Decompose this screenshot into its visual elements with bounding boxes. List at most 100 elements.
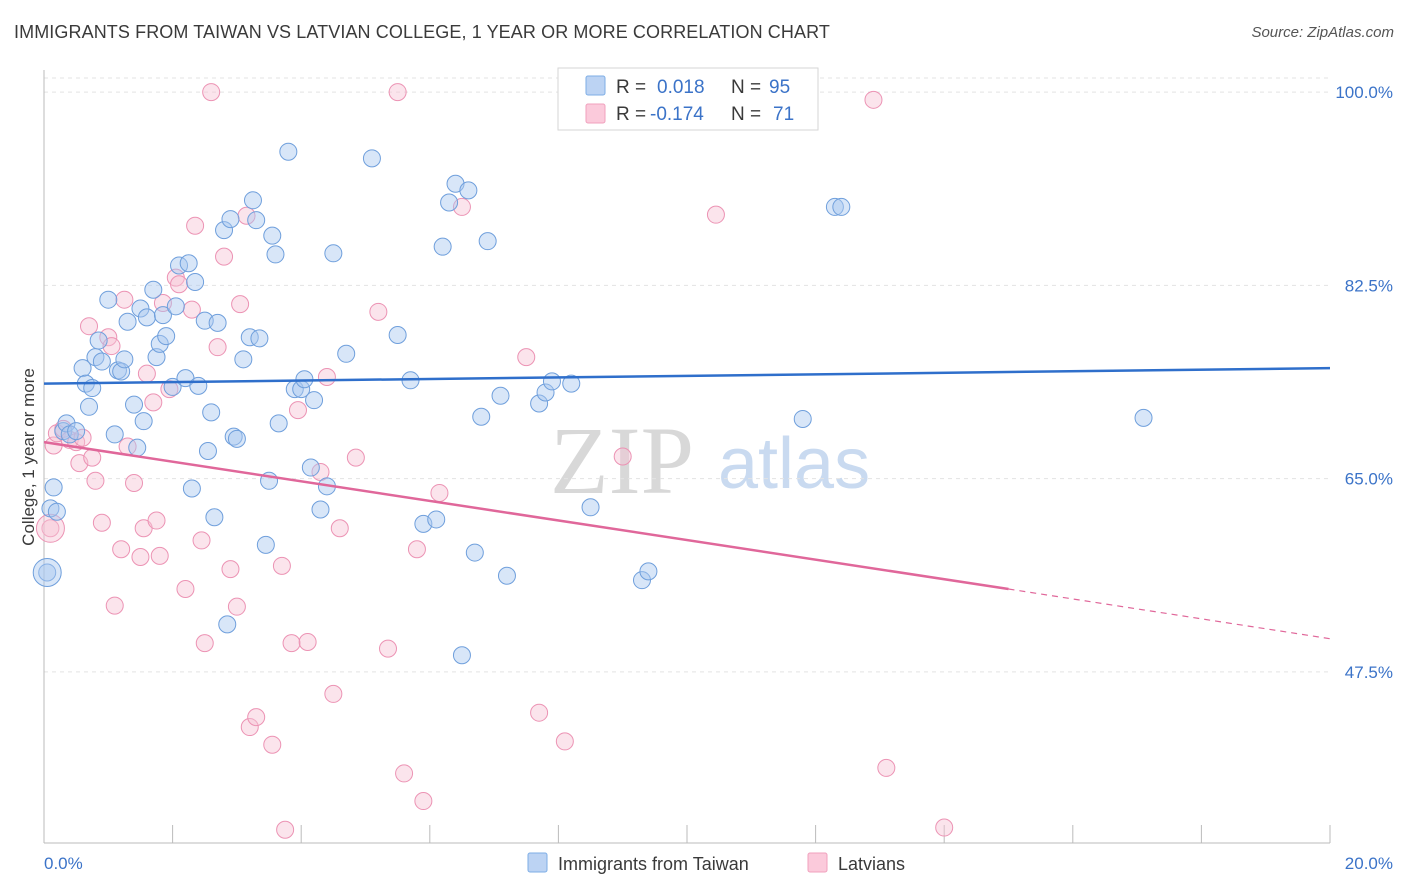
x-tick-label-max: 20.0% xyxy=(1345,854,1393,873)
taiwan-point xyxy=(305,391,324,410)
series-legend: Immigrants from Taiwan Latvians xyxy=(527,852,905,874)
taiwan-point xyxy=(125,395,144,414)
latvians-point xyxy=(186,216,205,235)
latvians-point xyxy=(105,596,124,615)
taiwan-point xyxy=(452,646,471,665)
taiwan-point xyxy=(153,306,172,325)
latvians-point xyxy=(131,547,150,566)
taiwan-point xyxy=(581,498,600,517)
taiwan-point xyxy=(491,386,510,405)
latvians-point xyxy=(221,560,240,579)
latvians-point-large xyxy=(35,513,65,543)
taiwan-point xyxy=(250,329,269,348)
taiwan-trend-line xyxy=(43,366,1331,385)
taiwan-point xyxy=(186,273,205,292)
taiwan-point xyxy=(440,193,459,212)
legend-r-value-2: -0.174 xyxy=(650,104,704,125)
taiwan-point xyxy=(497,566,516,585)
taiwan-point xyxy=(112,362,131,381)
taiwan-point xyxy=(536,383,555,402)
latvians-point xyxy=(288,401,307,420)
series-legend-swatch-latvians xyxy=(807,852,828,873)
taiwan-point xyxy=(73,359,92,378)
latvians-point xyxy=(324,684,343,703)
latvians-point xyxy=(231,295,250,314)
legend-n-value-2: 71 xyxy=(773,104,794,125)
series-legend-label-taiwan: Immigrants from Taiwan xyxy=(558,854,749,874)
taiwan-point xyxy=(227,429,246,448)
taiwan-point xyxy=(263,226,282,245)
taiwan-point xyxy=(179,254,198,273)
latvians-point xyxy=(125,474,144,493)
latvians-point xyxy=(346,448,365,467)
latvians-points xyxy=(35,83,954,839)
trend-lines xyxy=(43,366,1331,640)
taiwan-point xyxy=(134,412,153,431)
taiwan-point xyxy=(832,197,851,216)
x-tick-label-min: 0.0% xyxy=(44,854,83,873)
taiwan-point xyxy=(144,280,163,299)
latvians-point xyxy=(215,247,234,266)
taiwan-point xyxy=(793,409,812,428)
latvians-point xyxy=(41,519,60,538)
taiwan-point xyxy=(825,197,844,216)
y-axis-title: College, 1 year or more xyxy=(19,368,38,546)
taiwan-point xyxy=(189,376,208,395)
y-tick-label: 82.5% xyxy=(1345,276,1393,295)
watermark-atlas: atlas xyxy=(718,424,870,504)
y-tick-label: 65.0% xyxy=(1345,470,1393,489)
taiwan-point xyxy=(240,328,259,347)
legend-n-label-1: N = xyxy=(731,77,761,98)
latvians-point xyxy=(613,447,632,466)
taiwan-point xyxy=(137,308,156,327)
latvians-point xyxy=(192,531,211,550)
latvians-point xyxy=(388,83,407,102)
taiwan-point xyxy=(208,313,227,332)
latvians-point xyxy=(877,758,896,777)
source-label: Source: ZipAtlas.com xyxy=(1251,24,1394,41)
latvians-point xyxy=(202,83,221,102)
latvians-point xyxy=(137,364,156,383)
taiwan-point xyxy=(530,394,549,413)
taiwan-point xyxy=(224,427,243,446)
taiwan-point xyxy=(44,478,63,497)
latvians-point xyxy=(247,708,266,727)
latvians-point xyxy=(144,393,163,412)
latvians-point xyxy=(935,818,954,837)
taiwan-point xyxy=(57,414,76,433)
taiwan-point xyxy=(67,422,86,441)
taiwan-point xyxy=(269,414,288,433)
latvians-point xyxy=(112,540,131,559)
legend-n-value-1: 95 xyxy=(769,77,790,98)
legend-r-label-1: R = xyxy=(616,77,646,98)
taiwan-point xyxy=(47,502,66,521)
taiwan-point xyxy=(89,331,108,350)
series-legend-swatch-taiwan xyxy=(527,852,548,873)
latvians-point xyxy=(330,519,349,538)
latvians-point xyxy=(414,792,433,811)
taiwan-point xyxy=(324,244,343,263)
latvians-point xyxy=(276,820,295,839)
latvians-point xyxy=(379,639,398,658)
latvians-point xyxy=(147,511,166,530)
taiwan-point xyxy=(459,181,478,200)
y-tick-label: 100.0% xyxy=(1335,83,1393,102)
watermark-zip: ZIP xyxy=(550,407,694,514)
taiwan-point xyxy=(221,210,240,229)
taiwan-point xyxy=(198,441,217,460)
taiwan-point xyxy=(147,348,166,367)
taiwan-point xyxy=(128,438,147,457)
taiwan-point xyxy=(562,374,581,393)
taiwan-point xyxy=(92,352,111,371)
taiwan-point xyxy=(105,425,124,444)
taiwan-point xyxy=(131,299,150,318)
taiwan-point xyxy=(1134,408,1153,427)
taiwan-point xyxy=(388,326,407,345)
taiwan-point xyxy=(337,344,356,363)
latvians-point xyxy=(272,556,291,575)
latvians-point xyxy=(115,290,134,309)
taiwan-point xyxy=(80,397,99,416)
series-legend-label-latvians: Latvians xyxy=(838,854,905,874)
taiwan-point xyxy=(311,500,330,519)
